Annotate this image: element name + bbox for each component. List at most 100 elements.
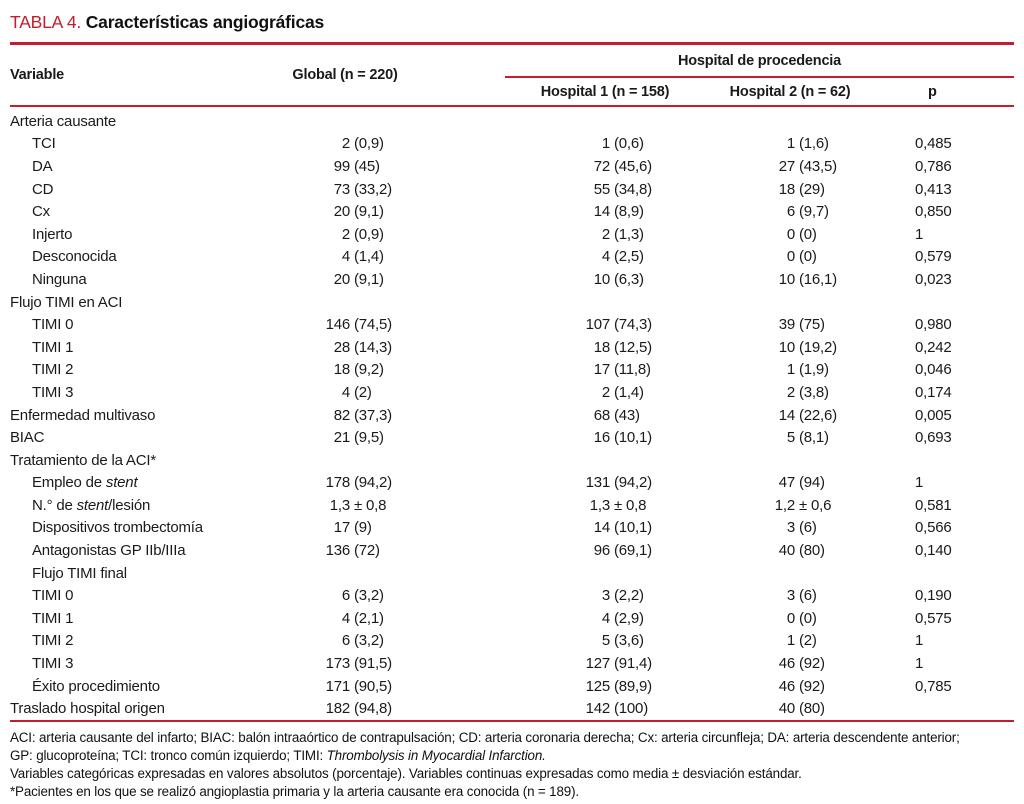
p-value-cell: 0,850 <box>915 203 952 221</box>
bottom-rule <box>10 720 1014 723</box>
global-cell: 4 (2,1) <box>341 609 384 627</box>
table-header: Variable Global (n = 220) Hospital de pr… <box>10 45 1014 105</box>
hospital2-cell: 1 (2) <box>786 632 817 650</box>
global-cell: 171 (90,5) <box>325 677 393 695</box>
global-cell: 182 (94,8) <box>325 700 393 718</box>
header-group-block: Hospital de procedencia Hospital 1 (n = … <box>480 45 1014 105</box>
variable-cell: TIMI 0 <box>32 587 74 605</box>
hospital1-cell: 1,3 ± 0,8 <box>589 496 647 514</box>
hospital2-cell: 14 (22,6) <box>778 406 837 424</box>
hospital2-cell: 1 (1,9) <box>786 361 829 379</box>
header-hospital2: Hospital 2 (n = 62) <box>729 83 851 100</box>
p-value-cell: 0,575 <box>915 609 952 627</box>
hospital1-cell: 3 (2,2) <box>601 587 644 605</box>
global-cell: 2 (0,9) <box>341 225 384 243</box>
global-cell: 2 (0,9) <box>341 135 384 153</box>
table-row: TIMI 3 4 (2) 2 (1,4) 2 (3,8) 0,174 <box>10 381 1014 404</box>
variable-cell: Tratamiento de la ACI* <box>10 451 156 469</box>
hospital1-cell: 1 (0,6) <box>601 135 644 153</box>
hospital2-cell: 3 (6) <box>786 519 817 537</box>
table-row: N.° de stent/lesión 1,3 ± 0,8 1,3 ± 0,8 1,2… <box>10 494 1014 517</box>
header-variable: Variable <box>10 67 65 83</box>
header-subrow: Hospital 1 (n = 158) Hospital 2 (n = 62)… <box>480 78 1014 105</box>
global-cell: 20 (9,1) <box>333 203 384 221</box>
hospital2-cell: 40 (80) <box>778 542 825 560</box>
variable-cell: TIMI 3 <box>32 655 74 673</box>
p-value-cell: 0,785 <box>915 677 952 695</box>
p-value-cell: 0,046 <box>915 361 952 379</box>
variable-cell: CD <box>32 180 54 198</box>
table-row: Traslado hospital origen 182 (94,8) 142 (1… <box>10 697 1014 720</box>
table-row: Cx 20 (9,1) 14 (8,9) 6 (9,7) 0,850 <box>10 200 1014 223</box>
p-value-cell: 1 <box>915 225 924 243</box>
hospital2-cell: 39 (75) <box>778 316 825 334</box>
variable-cell: BIAC <box>10 429 45 447</box>
global-cell: 82 (37,3) <box>333 406 392 424</box>
variable-cell: TIMI 0 <box>32 316 74 334</box>
table-row: Flujo TIMI final <box>10 562 1014 585</box>
global-cell: 73 (33,2) <box>333 180 392 198</box>
hospital1-cell: 2 (1,4) <box>601 383 644 401</box>
p-value-cell: 0,566 <box>915 519 952 537</box>
table-row: TIMI 1 28 (14,3) 18 (12,5) 10 (19,2) 0,242 <box>10 336 1014 359</box>
global-cell: 4 (2) <box>341 383 372 401</box>
global-cell: 99 (45) <box>333 157 380 175</box>
hospital2-cell: 2 (3,8) <box>786 383 829 401</box>
header-p: p <box>928 83 937 100</box>
table-row: Dispositivos trombectomía 17 (9) 14 (10,1)… <box>10 517 1014 540</box>
variable-cell: Flujo TIMI en ACI <box>10 293 123 311</box>
hospital2-cell: 1,2 ± 0,6 <box>774 496 832 514</box>
p-value-cell: 1 <box>915 632 924 650</box>
hospital1-cell: 5 (3,6) <box>601 632 644 650</box>
table-row: TIMI 3 173 (91,5) 127 (91,4) 46 (92) 1 <box>10 652 1014 675</box>
hospital1-cell: 2 (1,3) <box>601 225 644 243</box>
p-value-cell: 0,174 <box>915 383 952 401</box>
table-row: TIMI 1 4 (2,1) 4 (2,9) 0 (0) 0,575 <box>10 607 1014 630</box>
hospital1-cell: 68 (43) <box>593 406 640 424</box>
table-row: Antagonistas GP IIb/IIIa 136 (72) 96 (69,1… <box>10 539 1014 562</box>
header-hospital1: Hospital 1 (n = 158) <box>540 83 670 100</box>
global-cell: 18 (9,2) <box>333 361 384 379</box>
variable-cell: TIMI 1 <box>32 338 74 356</box>
variable-cell: Cx <box>32 203 50 221</box>
table-title: TABLA 4. Características angiográficas <box>10 8 1014 42</box>
hospital2-cell: 1 (1,6) <box>786 135 829 153</box>
p-value-cell: 0,005 <box>915 406 952 424</box>
hospital1-cell: 131 (94,2) <box>585 474 653 492</box>
global-cell: 173 (91,5) <box>325 655 393 673</box>
table-caption: Características angiográficas <box>85 12 325 32</box>
global-cell: 4 (1,4) <box>341 248 384 266</box>
footnote-line: Variables categóricas expresadas en valo… <box>10 766 802 782</box>
variable-cell: Ninguna <box>32 270 87 288</box>
global-cell: 6 (3,2) <box>341 587 384 605</box>
table-row: Tratamiento de la ACI* <box>10 449 1014 472</box>
table-row: Flujo TIMI en ACI <box>10 291 1014 314</box>
table-number: TABLA 4. <box>10 12 82 32</box>
hospital2-cell: 6 (9,7) <box>786 203 829 221</box>
global-cell: 21 (9,5) <box>333 429 384 447</box>
footnotes: ACI: arteria causante del infarto; BIAC:… <box>10 722 1014 801</box>
variable-cell: Dispositivos trombectomía <box>32 519 203 537</box>
hospital1-cell: 4 (2,5) <box>601 248 644 266</box>
variable-cell: N.° de stent/lesión <box>32 496 151 514</box>
hospital2-cell: 47 (94) <box>778 474 825 492</box>
table-row: Desconocida 4 (1,4) 4 (2,5) 0 (0) 0,579 <box>10 246 1014 269</box>
variable-cell: Desconocida <box>32 248 117 266</box>
table-row: Enfermedad multivaso 82 (37,3) 68 (43) 14 (… <box>10 404 1014 427</box>
variable-cell: TIMI 2 <box>32 632 74 650</box>
p-value-cell: 1 <box>915 655 924 673</box>
table-row: Ninguna 20 (9,1) 10 (6,3) 10 (16,1) 0,023 <box>10 268 1014 291</box>
table-row: Éxito procedimiento 171 (90,5) 125 (89,9) 4… <box>10 675 1014 698</box>
p-value-cell: 0,581 <box>915 496 952 514</box>
global-cell: 136 (72) <box>325 542 380 560</box>
variable-cell: Empleo de stent <box>32 474 138 492</box>
table-row: TIMI 0 6 (3,2) 3 (2,2) 3 (6) 0,190 <box>10 584 1014 607</box>
global-cell: 1,3 ± 0,8 <box>329 496 387 514</box>
global-cell: 146 (74,5) <box>325 316 393 334</box>
top-rule <box>10 42 1014 45</box>
footnote-line: ACI: arteria causante del infarto; BIAC:… <box>10 730 960 746</box>
variable-cell: Injerto <box>32 225 73 243</box>
variable-cell: Éxito procedimiento <box>32 677 160 695</box>
hospital1-cell: 16 (10,1) <box>593 429 652 447</box>
table-row: Arteria causante <box>10 110 1014 133</box>
